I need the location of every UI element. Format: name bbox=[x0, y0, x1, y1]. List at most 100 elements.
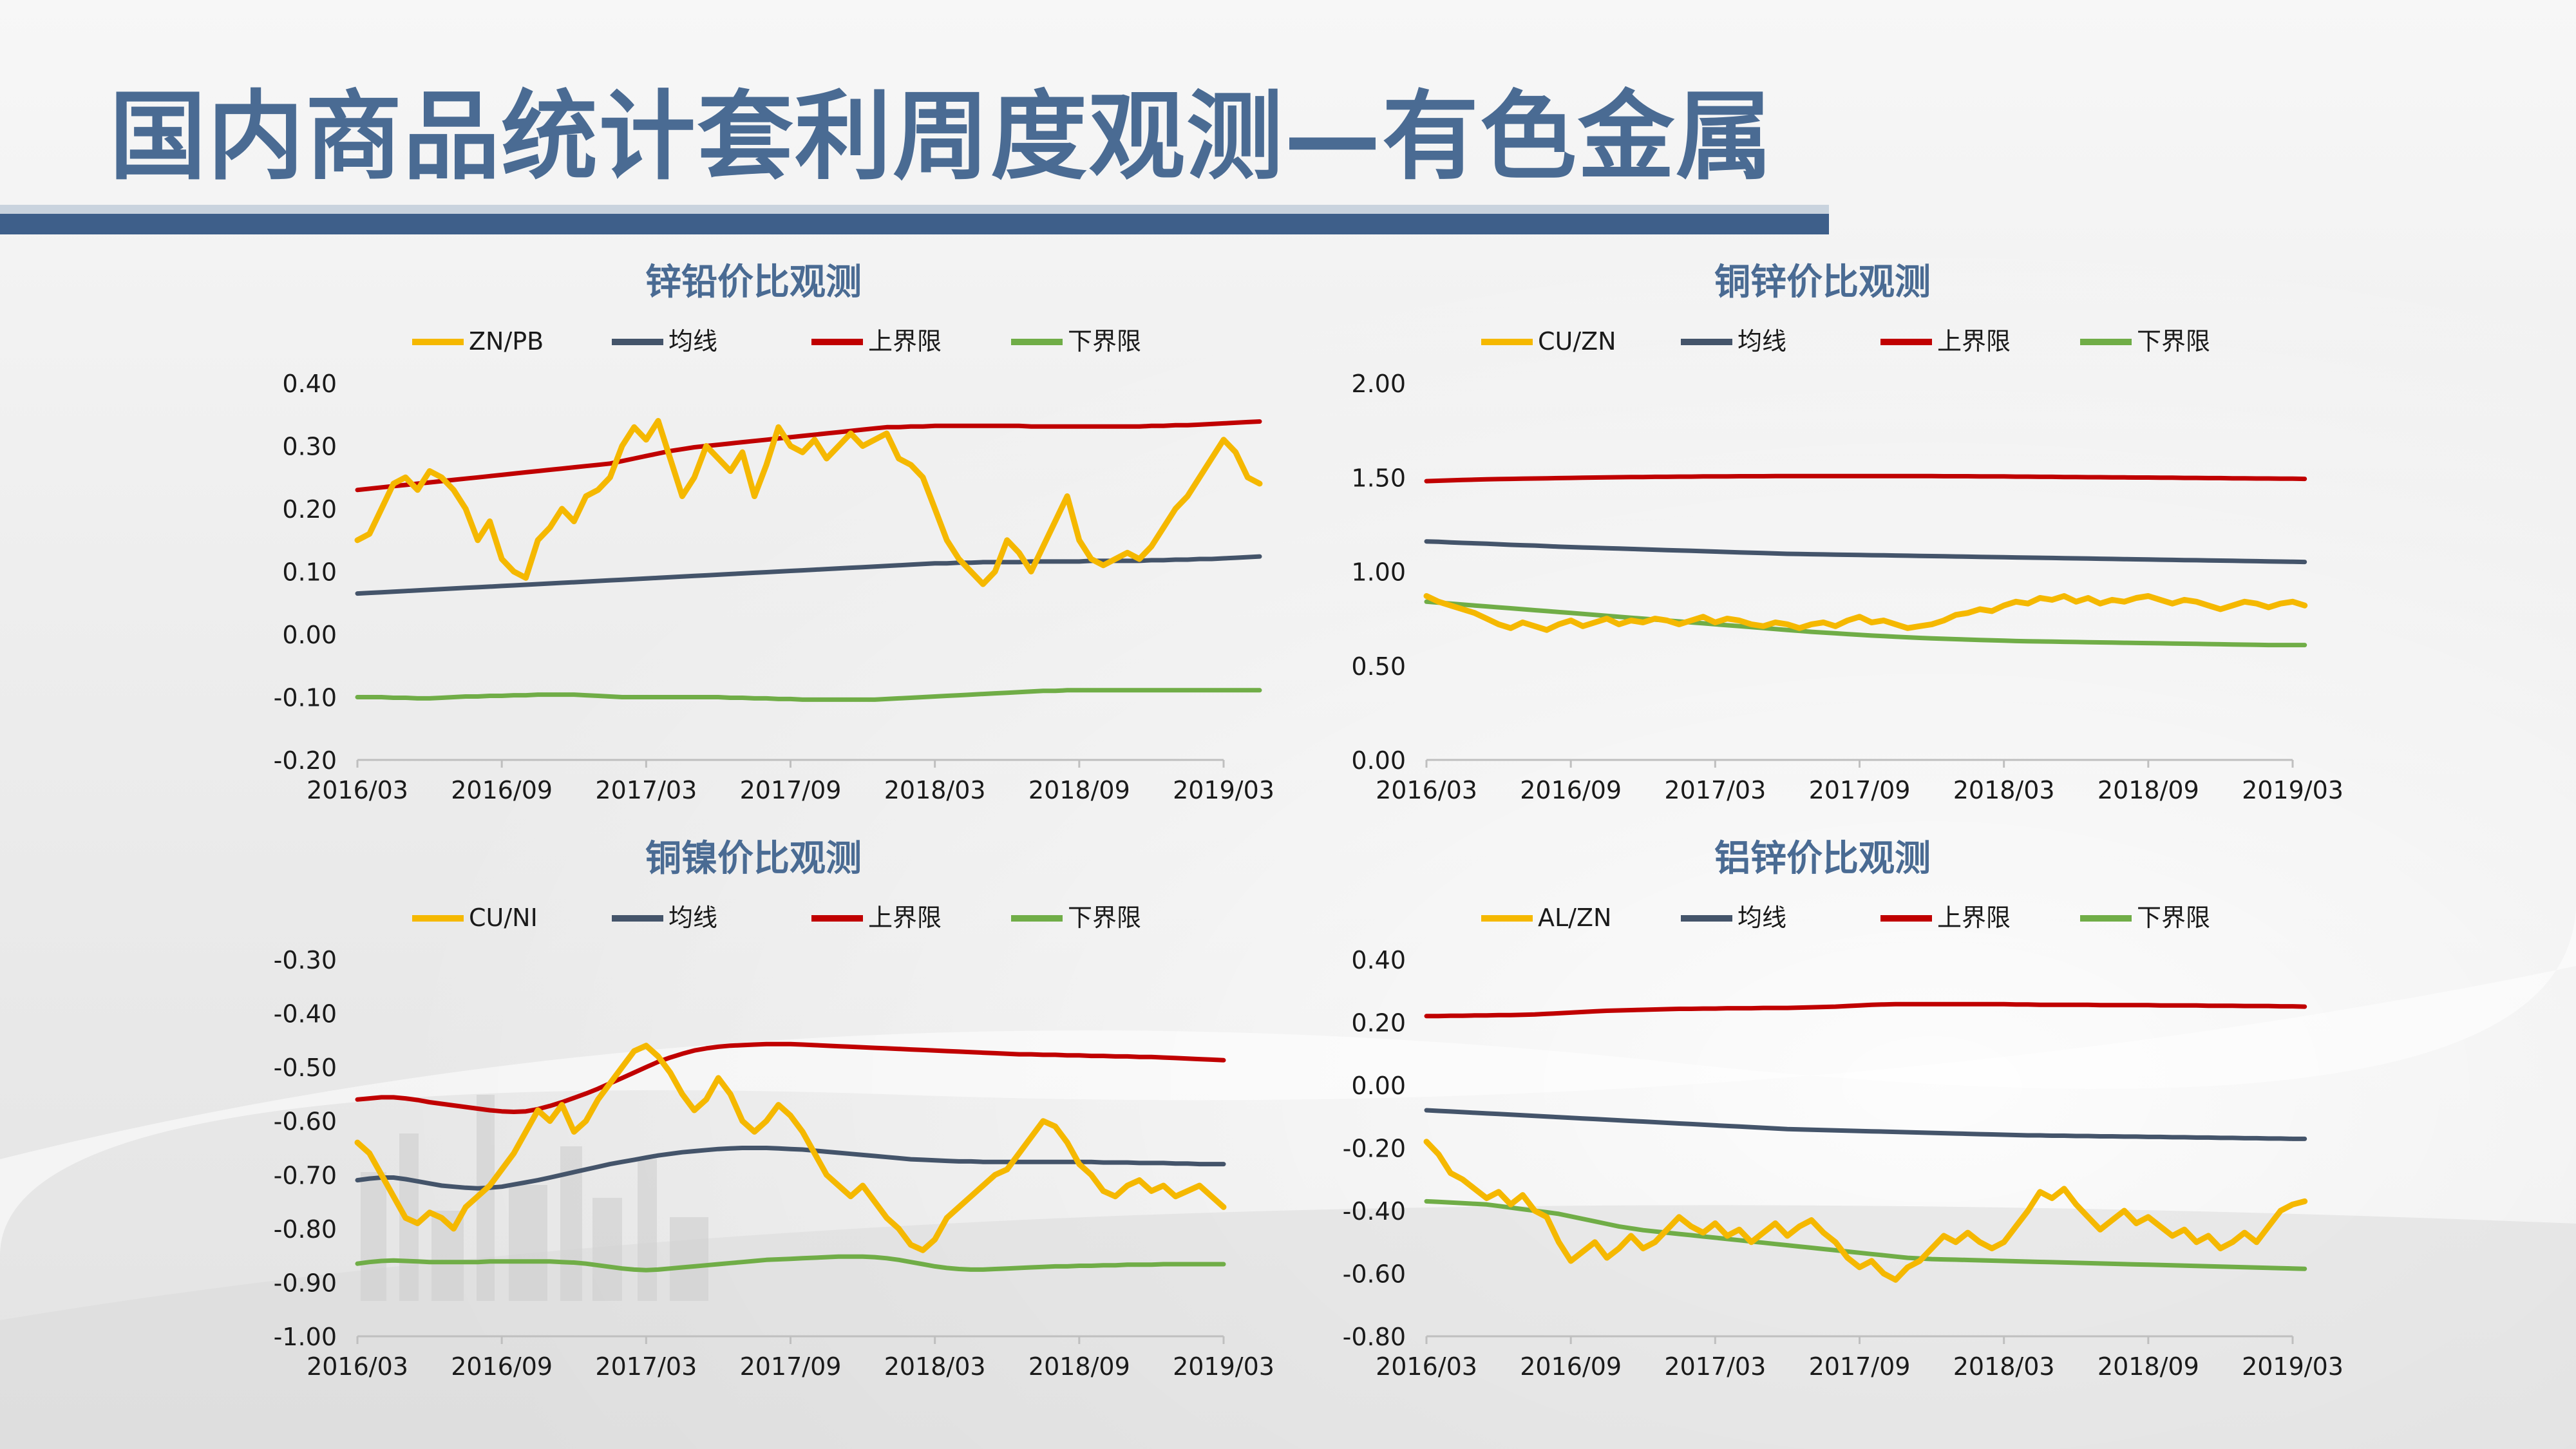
series-line-lower-bound bbox=[355, 688, 1262, 702]
series-line-ratio bbox=[1423, 593, 2308, 633]
x-tick-label: 2017/09 bbox=[1809, 1352, 1911, 1381]
y-tick-label: 0.30 bbox=[282, 433, 337, 461]
legend-item-upper-bound: 上界限 bbox=[811, 327, 942, 355]
legend-label: 上界限 bbox=[1937, 327, 2011, 355]
x-tick-label: 2018/03 bbox=[1953, 1352, 2055, 1381]
x-tick-label: 2016/03 bbox=[307, 1352, 408, 1381]
legend-item-mean-line: 均线 bbox=[612, 327, 717, 355]
title-underline-light bbox=[0, 205, 1829, 214]
series-line-upper-bound bbox=[355, 1041, 1226, 1114]
series-line-mean-line bbox=[1424, 1108, 2307, 1141]
y-tick-label: 0.00 bbox=[282, 621, 337, 649]
x-tick-label: 2018/09 bbox=[1028, 776, 1130, 804]
x-tick-label: 2016/09 bbox=[1520, 776, 1622, 804]
legend-label: 均线 bbox=[668, 327, 717, 355]
legend-label: 下界限 bbox=[1068, 904, 1141, 932]
series-line-lower-bound bbox=[1424, 1198, 2307, 1271]
y-tick-label: -1.00 bbox=[274, 1323, 337, 1351]
y-tick-label: -0.30 bbox=[274, 946, 337, 974]
series-line-mean-line bbox=[355, 554, 1262, 596]
x-tick-label: 2018/03 bbox=[1953, 776, 2055, 804]
x-tick-label: 2018/03 bbox=[884, 776, 986, 804]
chart-svg: 锌铅价比观测 ZN/PB 均线 上界限 下界限 0.40 0.30 0.20 0.10 0.00 -… bbox=[274, 261, 1274, 804]
x-tick-label: 2019/03 bbox=[2242, 1352, 2344, 1381]
y-tick-label: -0.80 bbox=[274, 1215, 337, 1244]
legend-label: 上界限 bbox=[868, 327, 942, 355]
x-tick-label: 2017/03 bbox=[595, 1352, 697, 1381]
series-line-upper-bound bbox=[355, 419, 1262, 493]
x-tick-label: 2016/03 bbox=[307, 776, 408, 804]
legend-item-upper-bound: 上界限 bbox=[1880, 327, 2011, 355]
legend-item-lower-bound: 下界限 bbox=[2080, 904, 2210, 932]
x-tick-label: 2016/09 bbox=[1520, 1352, 1622, 1381]
legend-item-mean-line: 均线 bbox=[612, 904, 717, 932]
y-tick-label: -0.60 bbox=[274, 1108, 337, 1136]
series-line-lower-bound bbox=[355, 1254, 1226, 1273]
legend-label: CU/NI bbox=[469, 904, 538, 932]
legend-item-upper-bound: 上界限 bbox=[811, 904, 942, 932]
legend-item-ratio: CU/NI bbox=[412, 904, 538, 932]
legend-item-mean-line: 均线 bbox=[1681, 327, 1786, 355]
x-tick-label: 2018/09 bbox=[2098, 1352, 2199, 1381]
y-tick-label: 0.40 bbox=[1351, 946, 1406, 974]
series-line-ratio bbox=[354, 1043, 1227, 1253]
legend-label: 下界限 bbox=[1068, 327, 1141, 355]
y-tick-label: 0.10 bbox=[282, 558, 337, 587]
legend-label: 下界限 bbox=[2137, 327, 2210, 355]
chart-svg: 铜镍价比观测 CU/NI 均线 上界限 下界限 -0.30 -0.40 -0.50 -0.60 -… bbox=[274, 838, 1274, 1381]
x-tick-label: 2016/09 bbox=[451, 1352, 553, 1381]
legend-item-ratio: CU/ZN bbox=[1481, 327, 1616, 355]
y-tick-label: 0.50 bbox=[1351, 652, 1406, 681]
y-tick-label: -0.40 bbox=[274, 1000, 337, 1028]
legend-label: 均线 bbox=[1738, 327, 1786, 355]
y-tick-label: 2.00 bbox=[1351, 370, 1406, 398]
legend-item-mean-line: 均线 bbox=[1681, 904, 1786, 932]
y-tick-label: -0.60 bbox=[1343, 1260, 1406, 1289]
legend-label: AL/ZN bbox=[1538, 904, 1611, 932]
legend-item-ratio: ZN/PB bbox=[412, 327, 544, 355]
legend-item-ratio: AL/ZN bbox=[1481, 904, 1611, 932]
chart-cu-ni: 铜镍价比观测 CU/NI 均线 上界限 下界限 -0.30 -0.40 -0.50 -0.60 -… bbox=[264, 831, 1274, 1400]
chart-zn-pb: 锌铅价比观测 ZN/PB 均线 上界限 下界限 0.40 0.30 0.20 0.10 0.00 -… bbox=[264, 254, 1274, 824]
chart-cu-zn: 铜锌价比观测 CU/ZN 均线 上界限 下界限 2.00 1.50 1.00 0.50 0.00 2… bbox=[1333, 254, 2344, 824]
series-line-upper-bound bbox=[1424, 473, 2307, 484]
y-tick-label: -0.20 bbox=[274, 746, 337, 775]
y-tick-label: -0.10 bbox=[274, 684, 337, 712]
y-tick-label: 0.20 bbox=[282, 495, 337, 524]
y-tick-label: 0.20 bbox=[1351, 1009, 1406, 1037]
x-tick-label: 2018/03 bbox=[884, 1352, 986, 1381]
y-tick-label: 0.00 bbox=[1351, 1072, 1406, 1100]
x-tick-label: 2018/09 bbox=[1028, 1352, 1130, 1381]
page-title: 国内商品统计套利周度观测—有色金属 bbox=[109, 81, 1774, 193]
legend-label: ZN/PB bbox=[469, 327, 544, 355]
y-tick-label: -0.70 bbox=[274, 1161, 337, 1189]
chart-title: 锌铅价比观测 bbox=[645, 261, 862, 303]
x-tick-label: 2019/03 bbox=[2242, 776, 2344, 804]
y-tick-label: 1.00 bbox=[1351, 558, 1406, 587]
chart-title: 铜锌价比观测 bbox=[1714, 261, 1931, 303]
chart-title: 铜镍价比观测 bbox=[645, 838, 862, 880]
legend-item-lower-bound: 下界限 bbox=[1011, 904, 1141, 932]
legend-item-lower-bound: 下界限 bbox=[2080, 327, 2210, 355]
legend-label: 下界限 bbox=[2137, 904, 2210, 932]
series-line-ratio bbox=[1423, 1139, 2308, 1283]
y-tick-label: -0.20 bbox=[1343, 1135, 1406, 1163]
y-tick-label: 1.50 bbox=[1351, 464, 1406, 492]
legend-label: CU/ZN bbox=[1538, 327, 1616, 355]
x-tick-label: 2018/09 bbox=[2098, 776, 2199, 804]
y-tick-label: -0.80 bbox=[1343, 1323, 1406, 1351]
x-tick-label: 2017/09 bbox=[740, 1352, 842, 1381]
legend-item-lower-bound: 下界限 bbox=[1011, 327, 1141, 355]
x-tick-label: 2017/03 bbox=[1664, 776, 1766, 804]
y-tick-label: -0.90 bbox=[274, 1269, 337, 1297]
series-line-ratio bbox=[354, 418, 1263, 587]
chart-svg: 铝锌价比观测 AL/ZN 均线 上界限 下界限 0.40 0.20 0.00 -0.20 -0.4… bbox=[1343, 838, 2344, 1381]
legend-label: 上界限 bbox=[868, 904, 942, 932]
x-tick-label: 2017/09 bbox=[740, 776, 842, 804]
chart-al-zn: 铝锌价比观测 AL/ZN 均线 上界限 下界限 0.40 0.20 0.00 -0.20 -0.4… bbox=[1333, 831, 2344, 1400]
chart-title: 铝锌价比观测 bbox=[1714, 838, 1931, 880]
y-tick-label: -0.50 bbox=[274, 1054, 337, 1082]
x-tick-label: 2016/09 bbox=[451, 776, 553, 804]
